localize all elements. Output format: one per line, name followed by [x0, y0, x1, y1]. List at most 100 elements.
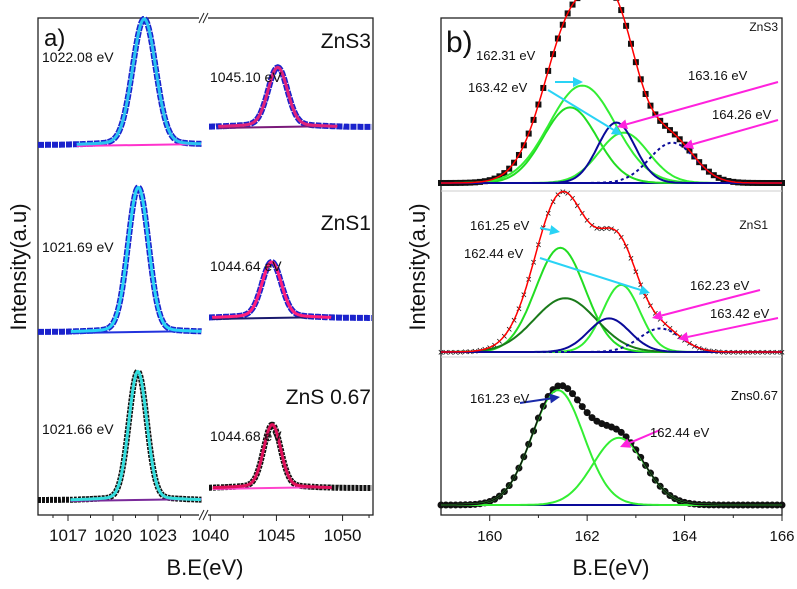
x-tick-label: 1023 [139, 526, 177, 545]
data-point: × [608, 223, 614, 235]
fit-curve [70, 185, 202, 333]
panel-b-frame [440, 17, 783, 516]
x-tick-label: 162 [575, 528, 600, 545]
arrow-head [549, 225, 560, 235]
axis-break-gap [199, 512, 208, 518]
annotation-arrow [687, 317, 779, 338]
component-peak [441, 436, 782, 506]
sample-label: ZnS3 [321, 30, 371, 53]
data-point: × [662, 319, 668, 331]
annotation-arrow [628, 429, 661, 445]
y-axis-title: Intensity(a.u) [405, 203, 430, 330]
x-tick-label: 166 [769, 528, 794, 545]
peak-label: 163.42 eV [710, 306, 770, 321]
x-axis-title: B.E(eV) [166, 555, 243, 580]
arrow-head [617, 119, 628, 130]
axis-break-mark [202, 509, 209, 521]
peak-label: 163.16 eV [688, 68, 748, 83]
peak-label: 162.44 eV [464, 246, 524, 261]
peak-label: 1045.10 eV [210, 69, 282, 85]
arrow-head [620, 438, 632, 448]
sample-label: ZnS1 [739, 218, 768, 232]
component-peak [441, 131, 782, 184]
peak-label: 164.26 eV [712, 107, 772, 122]
spectrum-zns1: ××××××××××××××××××××××××××××××××××××××××… [438, 187, 785, 359]
component-peak [441, 141, 782, 184]
data-point: × [599, 223, 605, 235]
arrow-head [652, 310, 663, 321]
envelope-fit [441, 190, 782, 353]
fit-curve [212, 423, 332, 490]
data-point: × [491, 340, 497, 352]
data-point: × [589, 220, 595, 232]
panel-label: b) [446, 26, 473, 59]
axis-break-gap [199, 15, 208, 21]
panel-a-frame [37, 17, 374, 516]
data-point: × [603, 223, 609, 235]
data-point: × [696, 343, 702, 355]
spectrum-zns0.67: Zns0.67 161.23 eV 162.44 eV [437, 382, 786, 509]
x-tick-label: 1020 [94, 526, 132, 545]
axis-break-mark [198, 12, 205, 24]
data-point [613, 0, 620, 1]
envelope-fit [441, 0, 782, 184]
fit-curve [76, 17, 202, 146]
annotation-arrow [626, 81, 779, 126]
peak-label: 1022.08 eV [42, 49, 114, 65]
x-tick-label: 1017 [49, 526, 87, 545]
panel-b-s2p: 160 162 164 166 B.E(eV) Intensity(a.u) b) ZnS3 1… [405, 0, 795, 580]
data-point: × [691, 341, 697, 353]
raw-data-trace [38, 184, 202, 335]
axis-break-mark [202, 12, 209, 24]
annotation-arrow [692, 119, 779, 146]
arrow-head [683, 139, 694, 150]
peak-label: 1044.64 eV [210, 258, 282, 274]
data-point: × [594, 223, 600, 235]
fit-curve [217, 65, 338, 128]
data-point: × [667, 323, 673, 335]
peak-label: 163.42 eV [468, 80, 528, 95]
annotation-arrow [519, 397, 551, 404]
peak-label: 162.23 eV [690, 278, 750, 293]
spectrum-zns3: ZnS3 162.31 eV 163.42 eV 163.16 eV 164.26 eV [438, 0, 785, 186]
peak-label: 161.23 eV [470, 391, 530, 406]
data-point: × [560, 187, 566, 199]
y-axis-title: Intensity(a.u) [6, 203, 31, 330]
annotation-arrow [539, 257, 641, 291]
peak-label: 1021.66 eV [42, 421, 114, 437]
annotation-arrow [547, 89, 614, 131]
axis-break-mark [198, 509, 205, 521]
arrow-head [638, 285, 650, 295]
arrow-head [678, 332, 689, 342]
x-tick-label: 164 [672, 528, 697, 545]
peak-label: 1021.69 eV [42, 239, 114, 255]
panel-a-zn2p: 1017 1020 1023 1040 1045 1050 B.E(eV) Intensity… [6, 12, 374, 580]
sample-label: Zns0.67 [731, 388, 778, 403]
peak-label: 162.31 eV [476, 48, 536, 63]
arrow-head [610, 125, 622, 135]
data-point: × [564, 188, 570, 200]
data-point: × [701, 345, 707, 357]
x-tick-label: 1050 [324, 526, 362, 545]
spectrum-zns-0.67: ZnS 0.67 1021.66 eV 1044.68 eV [38, 368, 372, 503]
peak-label: 161.25 eV [470, 218, 530, 233]
component-peak [441, 121, 782, 184]
x-tick-label: 1040 [191, 526, 229, 545]
component-peak [441, 389, 782, 506]
sample-label: ZnS 0.67 [286, 386, 371, 409]
annotation-arrow [661, 289, 761, 317]
x-tick-label: 160 [477, 528, 502, 545]
data-point [574, 0, 581, 2]
fit-curve [211, 260, 332, 319]
background-baseline [76, 143, 202, 147]
x-tick-label: 1045 [258, 526, 296, 545]
peak-label: 1044.68 eV [210, 428, 282, 444]
spectrum-zns3: ZnS3 1022.08 eV 1045.10 eV [38, 16, 372, 148]
panel-label: a) [44, 25, 65, 52]
arrow-head [573, 77, 583, 87]
peak-label: 162.44 eV [650, 425, 710, 440]
sample-label: ZnS3 [749, 20, 778, 34]
component-peak [441, 246, 782, 353]
annotation-arrow [539, 227, 551, 232]
